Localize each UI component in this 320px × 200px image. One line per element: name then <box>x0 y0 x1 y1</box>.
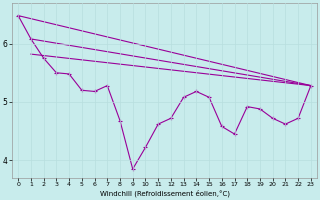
X-axis label: Windchill (Refroidissement éolien,°C): Windchill (Refroidissement éolien,°C) <box>100 190 229 197</box>
